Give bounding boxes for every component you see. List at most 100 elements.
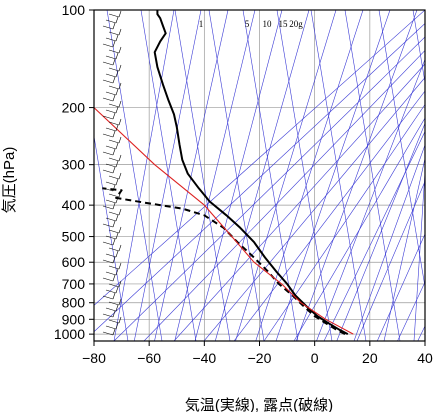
adiabat-line bbox=[94, 23, 425, 333]
mixing-ratio-line bbox=[378, 10, 425, 289]
wind-barb-flag bbox=[115, 160, 119, 168]
wind-barb bbox=[102, 295, 114, 300]
wind-barb bbox=[102, 25, 114, 30]
wind-barb-flag bbox=[118, 244, 122, 252]
y-tick-label: 600 bbox=[62, 254, 86, 270]
isotherm-line bbox=[376, 233, 425, 341]
wind-barb-flag bbox=[115, 106, 119, 114]
wind-barb-flag bbox=[118, 190, 122, 198]
y-tick-label: 100 bbox=[62, 2, 86, 18]
x-tick-label: −60 bbox=[137, 350, 161, 366]
profile-lines bbox=[94, 10, 354, 335]
adiabat-line bbox=[323, 131, 425, 341]
wind-barb bbox=[105, 289, 117, 294]
y-tick-label: 700 bbox=[62, 276, 86, 292]
mixing-ratio-line bbox=[208, 10, 265, 341]
mixing-ratio-line bbox=[140, 10, 197, 341]
wind-barb bbox=[108, 283, 120, 288]
wind-barb bbox=[105, 55, 117, 60]
wind-barb-flag bbox=[118, 154, 122, 162]
wind-barb-flag bbox=[115, 250, 119, 258]
wind-barb-flag bbox=[118, 118, 122, 126]
wind-barb-flag bbox=[118, 280, 122, 288]
wind-barb-flag bbox=[115, 124, 119, 132]
wind-barb-flag bbox=[115, 142, 119, 150]
wind-barb-flag bbox=[112, 166, 116, 174]
y-tick-label: 900 bbox=[62, 311, 86, 327]
isotherm-line bbox=[174, 10, 256, 341]
wind-barb bbox=[102, 97, 114, 102]
wind-barb bbox=[102, 151, 114, 156]
wind-barb bbox=[102, 43, 114, 48]
wind-barb-flag bbox=[118, 208, 122, 216]
mixing-ratio-line bbox=[94, 134, 129, 341]
wind-barb-flag bbox=[112, 112, 116, 120]
mixing-ratio-line bbox=[174, 10, 231, 341]
wind-barb bbox=[105, 91, 117, 96]
adiabat-line bbox=[383, 158, 425, 341]
wind-barb bbox=[105, 235, 117, 240]
wind-barb bbox=[108, 85, 120, 90]
wind-barb-flag bbox=[112, 184, 116, 192]
temperature-line bbox=[153, 10, 349, 335]
wind-barb bbox=[108, 229, 120, 234]
x-tick-label: 0 bbox=[311, 350, 319, 366]
adiabat-line bbox=[233, 90, 425, 341]
wind-barb bbox=[102, 133, 114, 138]
wind-barb bbox=[108, 121, 120, 126]
wind-barb-flag bbox=[112, 310, 116, 318]
wind-barb-flag bbox=[118, 298, 122, 306]
wind-barb-flag bbox=[115, 322, 119, 330]
wind-barb bbox=[102, 313, 114, 318]
adiabat-line bbox=[263, 104, 425, 341]
mixing-ratio-line bbox=[242, 10, 299, 341]
isotherm-line bbox=[154, 10, 229, 341]
mixing-ratio-labels: 1 5 10 15 20g bbox=[199, 19, 304, 29]
mixing-ratio-line bbox=[344, 10, 401, 341]
wind-barb-flag bbox=[118, 82, 122, 90]
wind-barb-flag bbox=[118, 136, 122, 144]
wind-barb-flag bbox=[115, 178, 119, 186]
isotherm-line bbox=[356, 180, 425, 341]
wind-barb-flag bbox=[115, 286, 119, 294]
mixing-ratio-label: 20g bbox=[289, 19, 303, 29]
adiabat-line bbox=[143, 50, 425, 341]
wind-barb bbox=[105, 325, 117, 330]
wind-barb-flag bbox=[115, 268, 119, 276]
x-tick-label: −40 bbox=[192, 350, 216, 366]
wind-barb bbox=[105, 181, 117, 186]
wind-barb bbox=[108, 103, 120, 108]
wind-barb bbox=[108, 265, 120, 270]
wind-barb bbox=[108, 319, 120, 324]
y-tick-label: 800 bbox=[62, 295, 86, 311]
wind-barb bbox=[108, 247, 120, 252]
y-tick-label: 400 bbox=[62, 197, 86, 213]
wind-barb bbox=[102, 79, 114, 84]
y-tick-label: 300 bbox=[62, 157, 86, 173]
isotherm-line bbox=[295, 10, 418, 341]
wind-barb bbox=[105, 253, 117, 258]
wind-barb-flag bbox=[112, 148, 116, 156]
wind-barb-flag bbox=[115, 88, 119, 96]
wind-barb-flag bbox=[118, 64, 122, 72]
isotherm-line bbox=[194, 10, 283, 341]
wind-barb-flag bbox=[118, 100, 122, 108]
isotherm-line bbox=[113, 10, 175, 341]
adiabat-line bbox=[113, 36, 425, 341]
wind-barb bbox=[105, 217, 117, 222]
wind-barb bbox=[108, 157, 120, 162]
wind-barb bbox=[108, 211, 120, 216]
wind-barb-flag bbox=[118, 172, 122, 180]
wind-barb-flag bbox=[115, 52, 119, 60]
wind-barb-flag bbox=[115, 232, 119, 240]
wind-barb bbox=[105, 307, 117, 312]
wind-barb bbox=[105, 163, 117, 168]
wind-barb bbox=[105, 109, 117, 114]
wind-barb-flag bbox=[112, 76, 116, 84]
adiabat-line bbox=[203, 77, 425, 341]
isotherm-line bbox=[316, 58, 425, 341]
wind-barb-flag bbox=[112, 238, 116, 246]
y-tick-label: 1000 bbox=[54, 326, 85, 342]
